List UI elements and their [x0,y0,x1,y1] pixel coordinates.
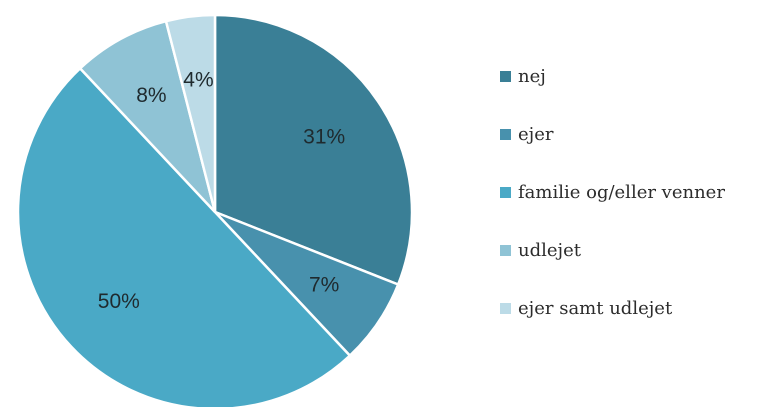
pie-slice-nej [213,13,414,287]
slice-value-label: 4% [183,69,213,92]
legend-label: ejer [518,123,554,145]
legend-label: nej [518,65,546,87]
legend-item-udlejet: udlejet [500,239,781,261]
legend-swatch [500,186,511,198]
slice-value-label: 8% [136,84,166,107]
pie-slice-ejer-samt-udlejet [164,13,217,213]
pie-slice-familie-og-eller-venner [16,66,352,407]
legend-item-nej: nej [500,65,781,87]
slice-value-label: 7% [309,274,339,297]
legend-swatch [500,302,511,314]
pie-slice-udlejet [78,19,217,213]
pie-slice-labels: 31% 7% 50% 8% 4% [98,69,345,313]
pie-chart: 31% 7% 50% 8% 4% [16,13,414,407]
slice-value-label: 31% [303,125,345,148]
slice-value-label: 50% [98,290,140,313]
legend-item-ejer: ejer [500,123,781,145]
legend-item-ejer-samt-udlejet: ejer samt udlejet [500,297,781,319]
legend-label: familie og/eller venner [518,181,725,203]
legend-item-familie-og-eller-venner: familie og/eller venner [500,181,781,203]
legend-swatch [500,244,511,256]
legend-swatch [500,70,511,82]
pie-slices [16,13,414,407]
legend-swatch [500,128,511,140]
legend-label: udlejet [518,239,581,261]
chart-legend: nej ejer familie og/eller venner udlejet eje… [500,66,781,356]
legend-label: ejer samt udlejet [518,297,673,319]
